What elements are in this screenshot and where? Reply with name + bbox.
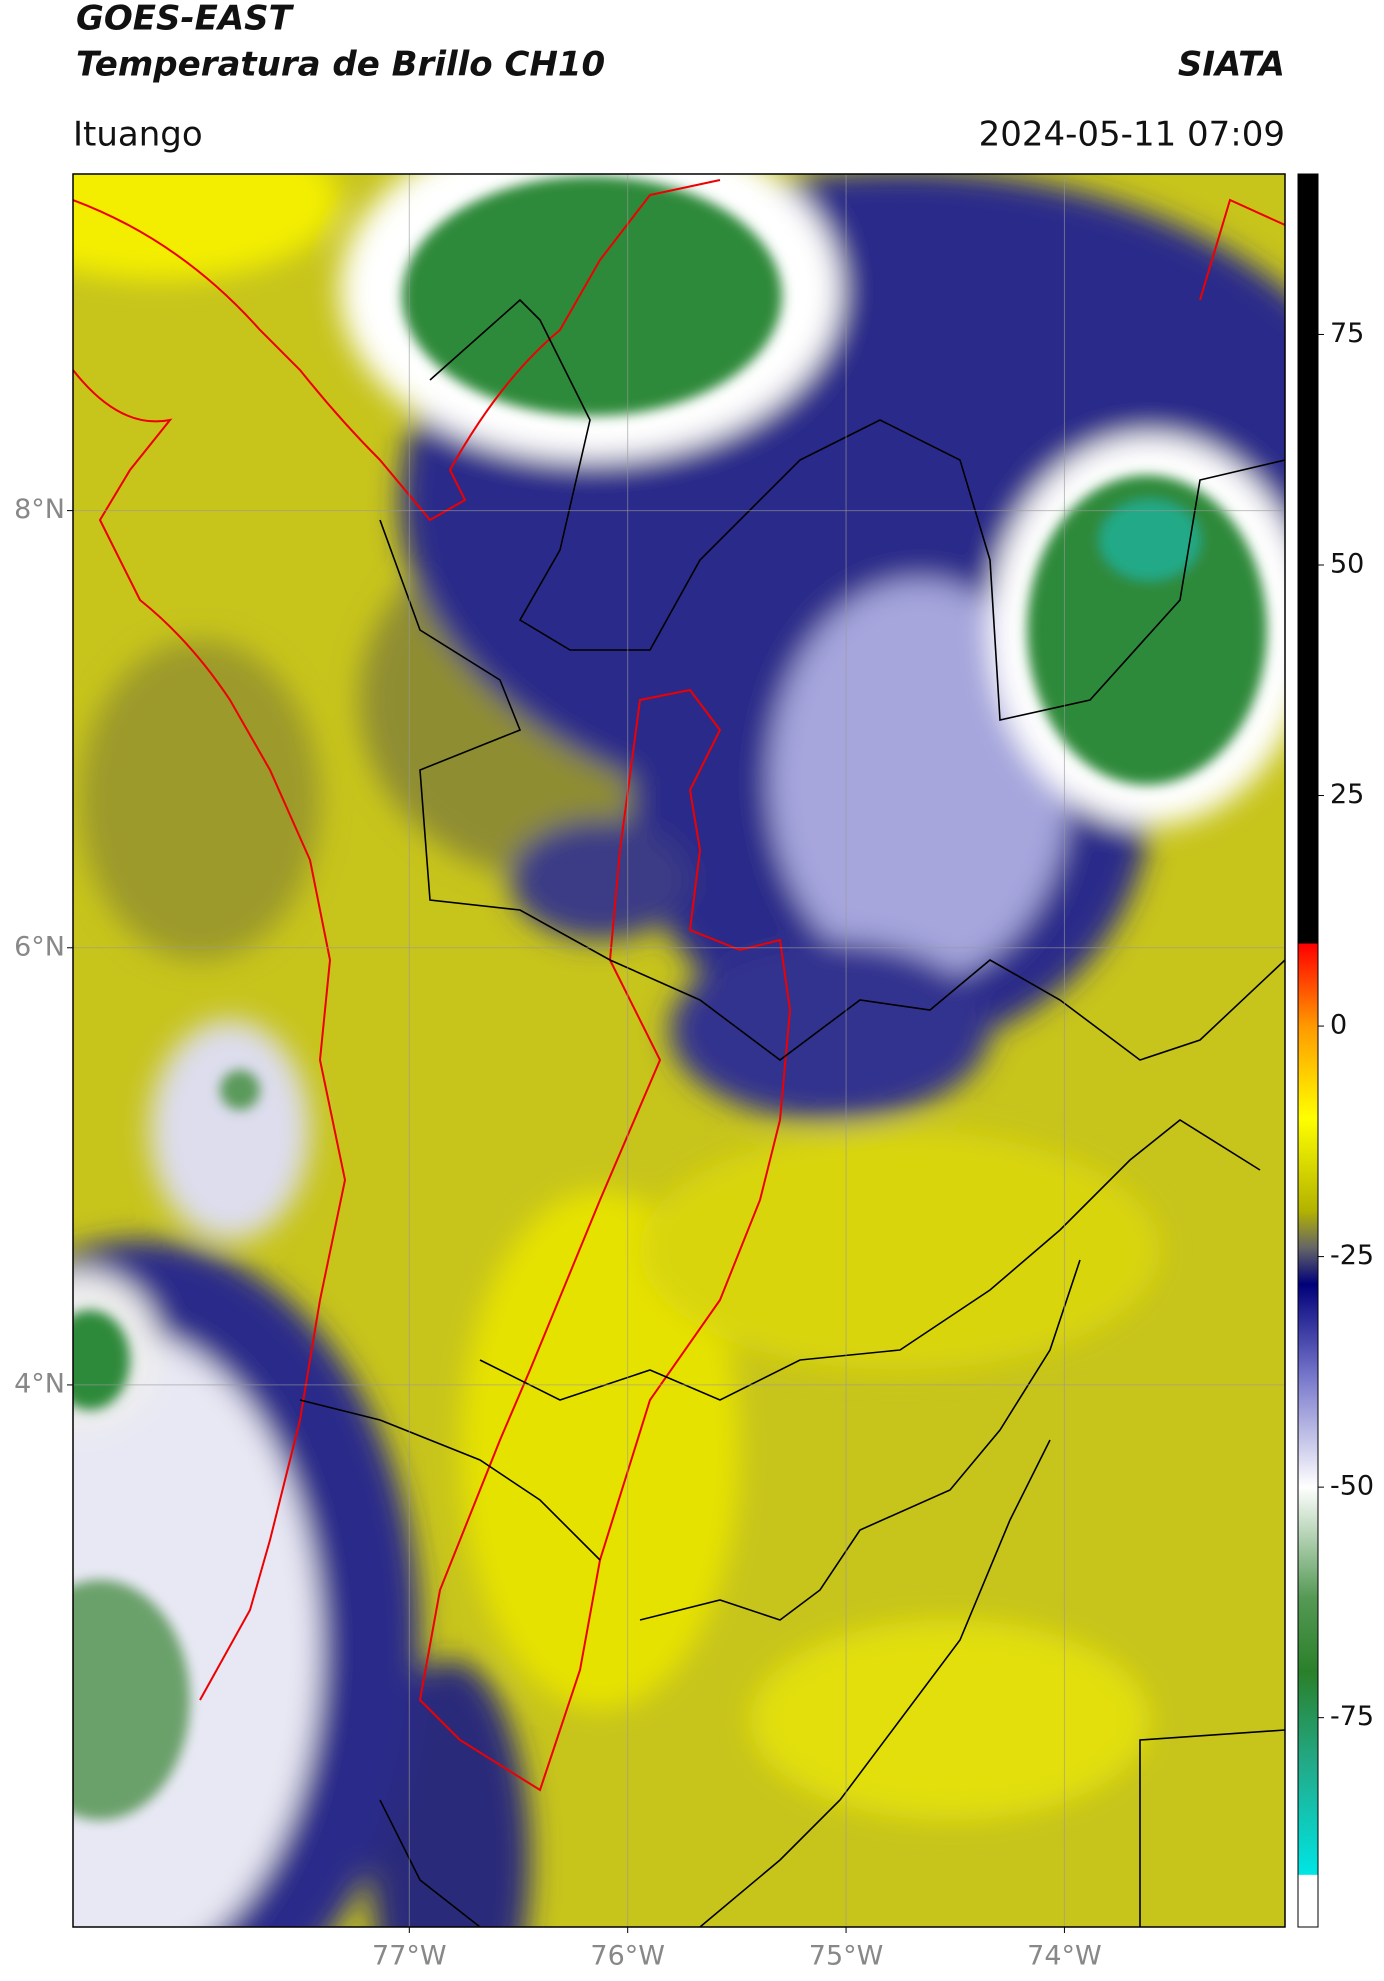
map-frame — [72, 173, 1286, 1928]
location: Ituango — [73, 115, 203, 155]
x-tick-label: 77°W — [372, 1941, 447, 1972]
colorbar-tick-label: 0 — [1330, 1010, 1347, 1041]
source: SIATA — [1178, 45, 1285, 85]
colorbar-tick-label: -75 — [1330, 1701, 1374, 1732]
colorbar-tick-label: 50 — [1330, 548, 1364, 579]
x-tick-label: 75°W — [809, 1941, 884, 1972]
colorbar-tick-label: 75 — [1330, 318, 1364, 349]
y-tick-label: 4°N — [14, 1368, 65, 1399]
y-tick-label: 6°N — [14, 931, 65, 962]
x-tick-label: 76°W — [590, 1941, 665, 1972]
colorbar-tick-label: -25 — [1330, 1240, 1374, 1271]
map — [73, 174, 1285, 1927]
y-tick-label: 8°N — [14, 494, 65, 525]
colorbar — [1297, 173, 1319, 1928]
datetime: 2024-05-11 07:09 — [979, 115, 1285, 155]
title: GOES-EAST — [76, 0, 295, 39]
colorbar-tick-label: -50 — [1330, 1471, 1374, 1502]
colorbar-tick-label: 25 — [1330, 779, 1364, 810]
subtitle: Temperatura de Brillo CH10 — [76, 45, 605, 85]
x-tick-label: 74°W — [1027, 1941, 1102, 1972]
